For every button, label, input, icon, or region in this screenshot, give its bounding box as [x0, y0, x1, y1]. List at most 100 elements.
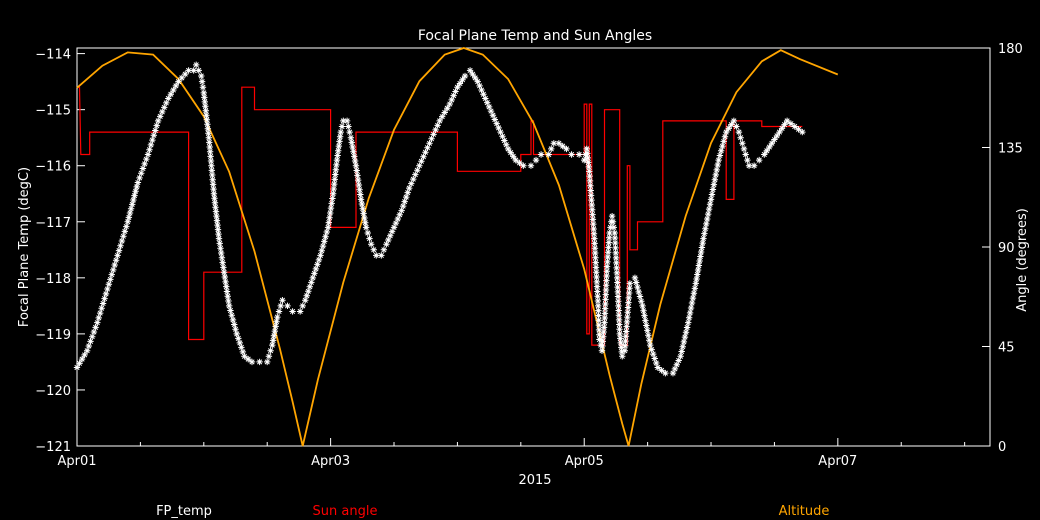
fp-temp-point — [178, 74, 186, 82]
fp-temp-point — [612, 249, 619, 257]
fp-temp-point — [478, 86, 485, 94]
fp-temp-point — [152, 127, 159, 134]
fp-temp-point — [102, 290, 110, 298]
fp-temp-point — [213, 212, 220, 220]
fp-temp-point — [603, 277, 610, 284]
fp-temp-point — [614, 288, 622, 296]
fp-temp-point — [662, 369, 669, 377]
fp-temp-point — [213, 217, 221, 224]
fp-temp-point — [592, 259, 599, 266]
fp-temp-point — [591, 245, 599, 252]
fp-temp-point — [615, 297, 622, 305]
fp-temp-point — [333, 156, 341, 164]
fp-temp-point — [595, 317, 602, 324]
fp-temp-point — [224, 293, 231, 300]
fp-temp-point — [396, 211, 403, 218]
fp-temp-point — [209, 176, 216, 183]
fp-temp-point — [504, 145, 512, 153]
fp-temp-point — [615, 302, 622, 310]
fp-temp-point — [167, 91, 175, 98]
fp-temp-point — [612, 244, 619, 252]
fp-temp-point — [318, 247, 325, 254]
fp-temp-point — [338, 123, 346, 130]
y-axis-label-right: Angle (degrees) — [1015, 208, 1030, 312]
fp-temp-point — [600, 324, 608, 331]
fp-temp-point — [701, 230, 708, 237]
fp-temp-point — [136, 174, 143, 182]
fp-temp-point — [212, 204, 219, 211]
fp-temp-point — [596, 336, 603, 343]
fp-temp-point — [111, 261, 118, 269]
fp-temp-point — [126, 209, 134, 217]
fp-temp-point — [635, 288, 642, 296]
fp-temp-point — [795, 126, 802, 133]
fp-temp-point — [601, 314, 608, 322]
fp-temp-point — [348, 139, 355, 146]
fp-temp-point — [588, 201, 596, 209]
fp-temp-point — [648, 346, 655, 353]
fp-temp-point — [143, 155, 150, 163]
fp-temp-point — [105, 281, 113, 288]
fp-temp-point — [615, 316, 623, 324]
left-tick-label: −121 — [35, 440, 71, 455]
fp-temp-point — [267, 347, 274, 354]
right-tick-label: 180 — [998, 42, 1023, 57]
fp-temp-point — [305, 288, 312, 295]
fp-temp-point — [326, 214, 333, 221]
fp-temp-point — [631, 274, 639, 282]
fp-temp-point — [503, 141, 510, 148]
fp-temp-point — [198, 72, 205, 80]
fp-temp-point — [587, 187, 594, 194]
fp-temp-point — [90, 328, 98, 336]
fp-temp-point — [236, 339, 244, 347]
fp-temp-point — [248, 358, 256, 366]
fp-temp-point — [217, 249, 225, 257]
fp-temp-point — [512, 156, 519, 164]
fp-temp-point — [501, 137, 508, 144]
fp-temp-point — [211, 195, 218, 202]
fp-temp-point — [206, 139, 213, 146]
fp-temp-point — [141, 160, 148, 168]
fp-temp-point — [161, 104, 168, 111]
fp-temp-point — [408, 180, 415, 187]
fp-temp-point — [614, 283, 621, 291]
fp-temp-point — [737, 134, 744, 141]
fp-temp-point — [269, 337, 277, 344]
fp-temp-point — [730, 117, 738, 125]
fp-temp-point — [212, 208, 220, 215]
fp-temp-point — [385, 236, 392, 244]
fp-temp-point — [329, 190, 337, 197]
fp-temp-point — [698, 244, 706, 251]
fp-temp-point — [594, 293, 601, 300]
fp-temp-point — [277, 302, 284, 310]
fp-temp-point — [589, 211, 596, 218]
fp-temp-point — [695, 262, 703, 269]
fp-temp-point — [92, 324, 99, 331]
fp-temp-point — [740, 145, 748, 153]
fp-temp-point — [430, 131, 437, 138]
fp-temp-point — [362, 219, 369, 226]
fp-temp-point — [603, 282, 610, 289]
fp-temp-point — [697, 253, 704, 260]
fp-temp-point — [678, 348, 685, 355]
fp-temp-point — [354, 176, 362, 184]
fp-temp-point — [110, 266, 117, 274]
fp-temp-point — [484, 99, 491, 106]
fp-temp-point — [677, 353, 684, 360]
fp-temp-point — [238, 344, 245, 351]
fp-temp-point — [402, 193, 410, 201]
fp-temp-point — [689, 294, 697, 302]
fp-temp-point — [532, 156, 540, 164]
fp-temp-point — [182, 70, 189, 78]
fp-temp-point — [401, 198, 408, 205]
fp-temp-point — [270, 332, 278, 339]
fp-temp-point — [714, 161, 721, 169]
fp-temp-point — [624, 304, 632, 311]
fp-temp-point — [118, 237, 126, 245]
fp-temp-point — [204, 125, 212, 132]
right-axis: 180 135 90 45 0 — [982, 42, 1023, 455]
fp-temp-point — [626, 280, 634, 287]
fp-temp-point — [602, 286, 610, 294]
fp-temp-point — [388, 228, 396, 235]
fp-temp-point — [367, 240, 375, 248]
